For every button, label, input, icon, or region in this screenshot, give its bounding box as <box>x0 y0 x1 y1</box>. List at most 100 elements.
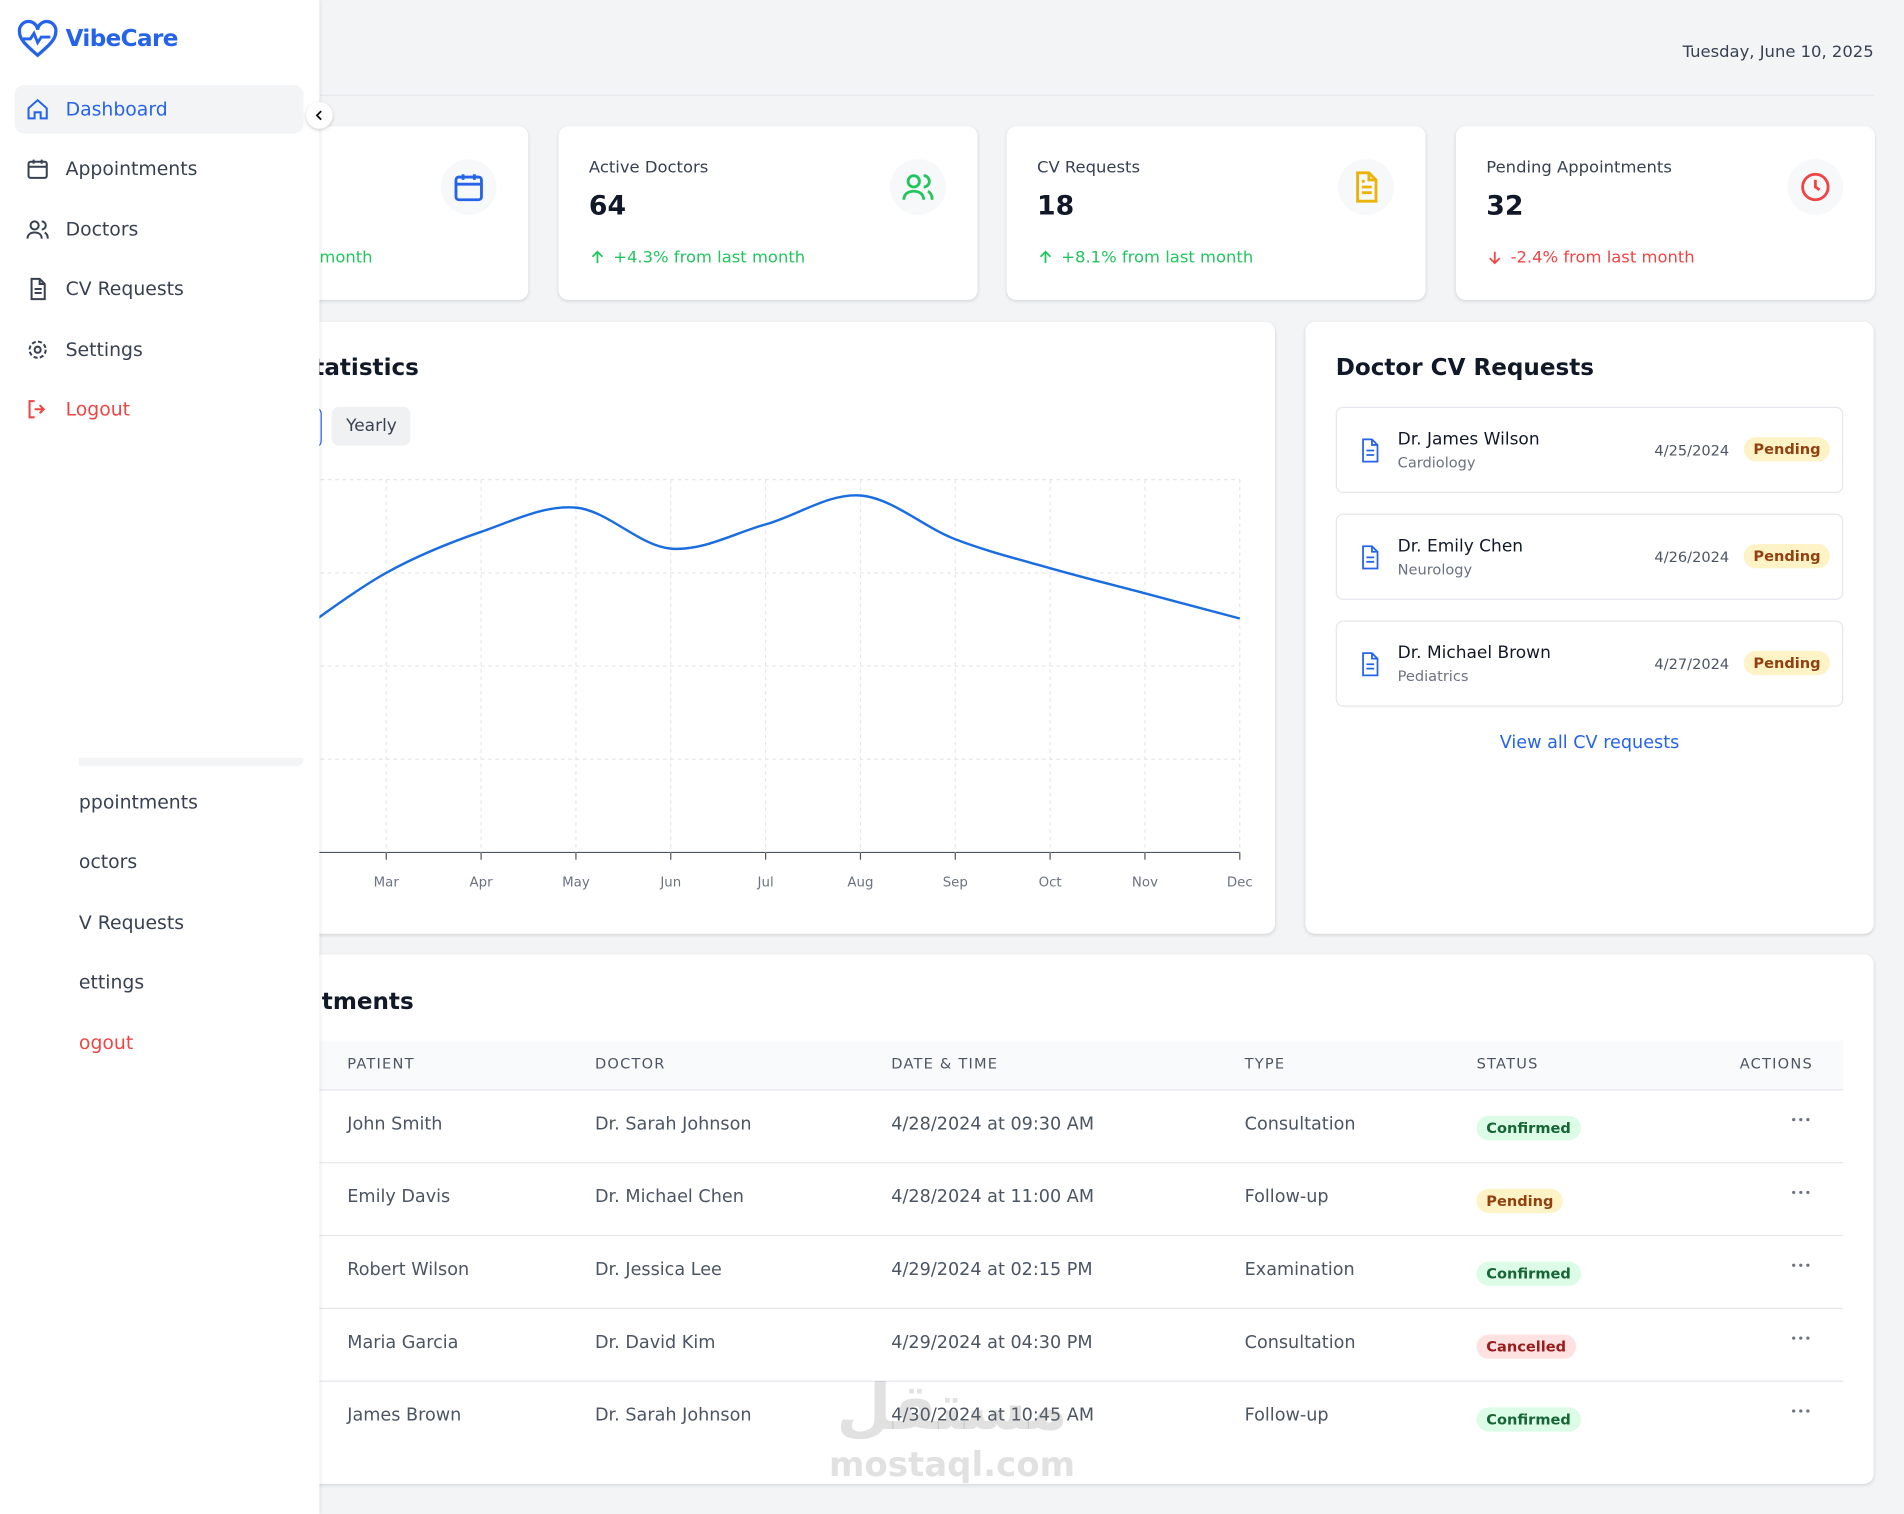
stat-icon-bg <box>1787 159 1844 215</box>
ghost-nav-item: ettings <box>78 971 145 994</box>
x-tick-label: Jul <box>757 875 774 890</box>
cell: 4/30/2024 at 10:45 AM <box>891 1406 1095 1426</box>
trend-arrow <box>1489 251 1501 265</box>
x-tick-label: Aug <box>847 875 873 890</box>
nav-item[interactable]: Dashboard <box>65 98 168 121</box>
ghost-nav-item: V Requests <box>78 911 185 934</box>
cell: Dr. Jessica Lee <box>595 1260 722 1280</box>
trend-arrow <box>591 250 604 264</box>
cell: Dr. David Kim <box>595 1333 716 1353</box>
nav-icon <box>30 278 46 301</box>
doc-icon <box>1362 438 1379 463</box>
cv-specialty: Cardiology <box>1397 454 1476 472</box>
cell: Dr. Sarah Johnson <box>595 1406 752 1426</box>
status-badge: Cancelled <box>1476 1334 1576 1359</box>
cell: Consultation <box>1244 1333 1356 1353</box>
cell: 4/29/2024 at 04:30 PM <box>891 1333 1093 1353</box>
column-header: TYPE <box>1244 1055 1286 1073</box>
actions-button[interactable] <box>1789 1180 1813 1204</box>
stat-change: -2.4% from last month <box>1510 247 1695 268</box>
cv-specialty: Neurology <box>1397 561 1473 579</box>
row-divider <box>109 1307 1844 1310</box>
status-badge: Pending <box>1476 1188 1564 1214</box>
cv-item[interactable]: Dr. Emily Chen Neurology 4/26/2024 Pending <box>1335 513 1844 600</box>
status-badge: Confirmed <box>1476 1261 1581 1286</box>
tab-label[interactable]: Yearly <box>346 416 397 436</box>
stat-icon-bg <box>1338 159 1395 215</box>
x-tick-label: Mar <box>374 875 400 890</box>
stat-label: Active Doctors <box>588 157 709 178</box>
cell: 4/28/2024 at 09:30 AM <box>891 1114 1095 1135</box>
stat-label: CV Requests <box>1037 157 1141 178</box>
cell: John Smith <box>347 1114 443 1135</box>
cell: Follow-up <box>1244 1187 1329 1208</box>
nav-icon <box>27 98 48 120</box>
nav-item[interactable]: Doctors <box>65 218 139 241</box>
stat-icon <box>1356 171 1378 203</box>
stat-icon <box>454 174 483 202</box>
row-divider <box>109 1380 1844 1382</box>
cv-link[interactable]: View all CV requests <box>1499 733 1680 753</box>
actions-button[interactable] <box>1789 1107 1813 1131</box>
cell: Dr. Michael Chen <box>595 1187 744 1208</box>
cv-date: 4/27/2024 <box>1654 655 1730 673</box>
stat-icon <box>1801 172 1830 202</box>
cell: 4/28/2024 at 11:00 AM <box>891 1187 1095 1208</box>
cell: Dr. Sarah Johnson <box>595 1114 752 1135</box>
stat-change: +8.1% from last month <box>1061 247 1254 268</box>
watermark-latin: mostaql.com <box>828 1444 1076 1485</box>
chevron <box>315 110 322 121</box>
cv-item[interactable]: Dr. James Wilson Cardiology 4/25/2024 Pendi… <box>1335 406 1844 494</box>
nav-icon <box>27 160 48 180</box>
nav-item[interactable]: Appointments <box>65 158 198 181</box>
watermark-arabic: مستقل <box>836 1372 1068 1446</box>
cv-title: Doctor CV Requests <box>1335 354 1595 382</box>
cv-date: 4/26/2024 <box>1654 548 1730 566</box>
x-tick-label: Oct <box>1039 875 1062 890</box>
x-tick-label: Sep <box>943 875 968 890</box>
column-header: DOCTOR <box>595 1055 666 1073</box>
column-header: ACTIONS <box>1739 1055 1813 1073</box>
row-divider <box>109 1089 1844 1091</box>
tab[interactable]: Yearly <box>331 406 411 446</box>
stat-value: 32 <box>1486 191 1524 222</box>
x-tick-label: Nov <box>1132 875 1158 890</box>
stat-icon-bg <box>440 159 497 215</box>
nav-item[interactable]: Logout <box>65 398 131 421</box>
column-header: STATUS <box>1476 1055 1539 1073</box>
column-header: PATIENT <box>347 1055 415 1073</box>
nav-item[interactable]: CV Requests <box>65 278 184 301</box>
status-badge: Pending <box>1743 650 1831 676</box>
trend-arrow <box>1039 250 1052 264</box>
stat-card: Pending Appointments 32 -2.4% from last mo… <box>1455 126 1875 300</box>
nav-active-bg <box>14 85 304 134</box>
column-header: DATE & TIME <box>891 1055 999 1073</box>
cell: Robert Wilson <box>347 1260 470 1280</box>
nav-icon <box>28 340 47 359</box>
brand: VibeCare <box>65 25 179 53</box>
cell: 4/29/2024 at 02:15 PM <box>891 1260 1093 1280</box>
sidebar: VibeCare Dashboard Appointments Doctors CV R… <box>0 0 320 1514</box>
cv-item[interactable]: Dr. Michael Brown Pediatrics 4/27/2024 Pend… <box>1335 620 1844 707</box>
cv-card: Doctor CV Requests Dr. James Wilson Cardio… <box>1305 321 1874 934</box>
cv-name: Dr. Michael Brown <box>1397 643 1551 664</box>
cv-date: 4/25/2024 <box>1654 442 1730 460</box>
ghost-nav-item: ogout <box>78 1031 134 1054</box>
status-badge: Confirmed <box>1476 1115 1581 1141</box>
x-tick-label: Dec <box>1227 875 1253 890</box>
actions-button[interactable] <box>1789 1253 1813 1277</box>
x-tick-label: May <box>562 875 590 890</box>
cell: Emily Davis <box>347 1187 451 1208</box>
table-header <box>109 1040 1844 1090</box>
doc-icon <box>1362 652 1379 677</box>
appointments-card: tments PATIENT DOCTOR DATE & TIME TYPE STATUS… <box>109 954 1874 1484</box>
stat-card: Active Doctors 64 +4.3% from last month <box>558 126 978 300</box>
divider <box>319 94 1874 96</box>
nav-item[interactable]: Settings <box>65 338 143 361</box>
x-tick-label: Apr <box>470 875 494 890</box>
actions-button[interactable] <box>1789 1399 1813 1423</box>
cell: James Brown <box>347 1406 462 1426</box>
actions-button[interactable] <box>1789 1326 1813 1350</box>
collapse-toggle[interactable] <box>306 102 333 129</box>
date: Tuesday, June 10, 2025 <box>1682 42 1874 62</box>
